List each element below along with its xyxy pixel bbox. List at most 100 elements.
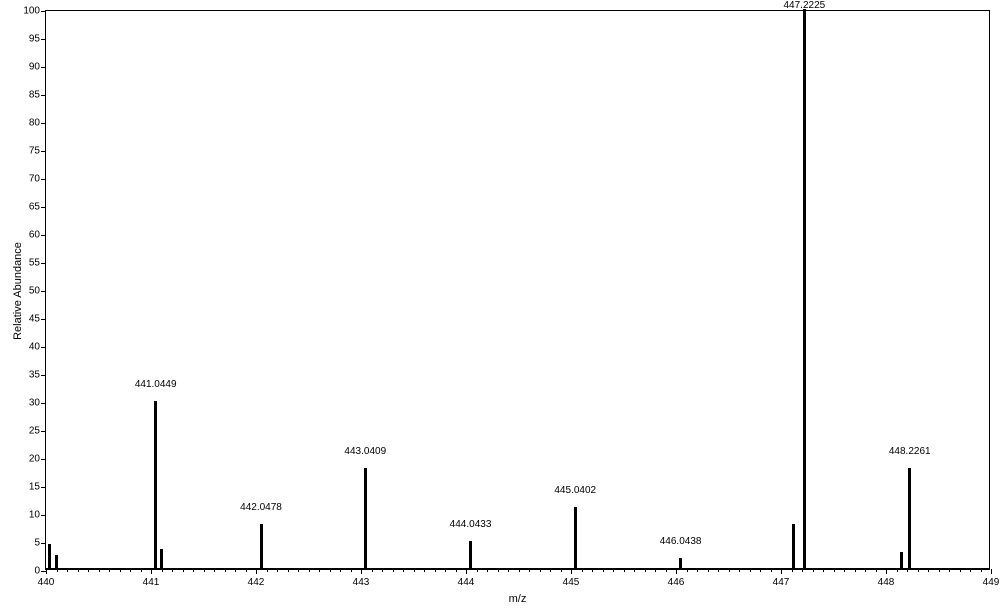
x-tick-label: 440 [38, 577, 55, 588]
x-tick [991, 569, 992, 574]
x-minor-tick [393, 569, 394, 572]
y-tick-label: 45 [29, 314, 40, 325]
x-minor-tick [88, 569, 89, 572]
x-minor-tick [697, 569, 698, 572]
x-minor-tick [67, 569, 68, 572]
x-minor-tick [340, 569, 341, 572]
x-minor-tick [834, 569, 835, 572]
x-tick-label: 445 [563, 577, 580, 588]
x-minor-tick [246, 569, 247, 572]
x-minor-tick [456, 569, 457, 572]
y-tick-label: 85 [29, 90, 40, 101]
y-tick [41, 291, 46, 292]
spectrum-peak [260, 524, 263, 569]
x-tick-label: 443 [353, 577, 370, 588]
x-minor-tick [508, 569, 509, 572]
x-tick-label: 448 [878, 577, 895, 588]
x-minor-tick [172, 569, 173, 572]
x-tick [151, 569, 152, 574]
y-tick-label: 5 [34, 538, 40, 549]
x-minor-tick [204, 569, 205, 572]
y-tick [41, 95, 46, 96]
y-tick-label: 50 [29, 286, 40, 297]
x-minor-tick [130, 569, 131, 572]
x-minor-tick [928, 569, 929, 572]
x-minor-tick [267, 569, 268, 572]
x-minor-tick [382, 569, 383, 572]
y-tick-label: 95 [29, 34, 40, 45]
y-tick-label: 90 [29, 62, 40, 73]
x-minor-tick [319, 569, 320, 572]
x-minor-tick [666, 569, 667, 572]
y-tick-label: 60 [29, 230, 40, 241]
peak-label: 446.0438 [660, 536, 702, 547]
y-tick-label: 0 [34, 566, 40, 577]
x-minor-tick [550, 569, 551, 572]
x-tick [46, 569, 47, 574]
y-tick [41, 515, 46, 516]
peak-label: 441.0449 [135, 379, 177, 390]
y-tick [41, 347, 46, 348]
spectrum-peak [364, 468, 367, 569]
x-minor-tick [645, 569, 646, 572]
x-minor-tick [561, 569, 562, 572]
x-tick-label: 442 [248, 577, 265, 588]
x-minor-tick [330, 569, 331, 572]
x-minor-tick [424, 569, 425, 572]
x-minor-tick [235, 569, 236, 572]
x-minor-tick [582, 569, 583, 572]
x-minor-tick [592, 569, 593, 572]
x-minor-tick [298, 569, 299, 572]
y-tick [41, 319, 46, 320]
x-minor-tick [435, 569, 436, 572]
x-minor-tick [970, 569, 971, 572]
x-minor-tick [414, 569, 415, 572]
y-tick-label: 75 [29, 146, 40, 157]
y-tick-label: 65 [29, 202, 40, 213]
y-tick [41, 459, 46, 460]
x-minor-tick [225, 569, 226, 572]
x-minor-tick [687, 569, 688, 572]
x-minor-tick [634, 569, 635, 572]
x-minor-tick [309, 569, 310, 572]
x-minor-tick [372, 569, 373, 572]
y-tick [41, 207, 46, 208]
x-minor-tick [865, 569, 866, 572]
y-tick [41, 403, 46, 404]
baseline [46, 568, 989, 569]
x-tick-label: 441 [143, 577, 160, 588]
x-minor-tick [739, 569, 740, 572]
x-minor-tick [771, 569, 772, 572]
y-tick-label: 80 [29, 118, 40, 129]
x-minor-tick [477, 569, 478, 572]
spectrum-peak [900, 552, 903, 569]
x-minor-tick [141, 569, 142, 572]
x-tick-label: 444 [458, 577, 475, 588]
x-minor-tick [855, 569, 856, 572]
x-minor-tick [519, 569, 520, 572]
spectrum-peak [792, 524, 795, 569]
y-tick [41, 151, 46, 152]
y-tick [41, 179, 46, 180]
x-minor-tick [603, 569, 604, 572]
y-axis-title: Relative Abundance [12, 242, 24, 340]
x-minor-tick [813, 569, 814, 572]
y-tick-label: 20 [29, 454, 40, 465]
spectrum-peak [154, 401, 157, 569]
x-axis-title: m/z [509, 593, 527, 605]
x-tick-label: 447 [773, 577, 790, 588]
x-minor-tick [949, 569, 950, 572]
x-minor-tick [802, 569, 803, 572]
y-tick-label: 10 [29, 510, 40, 521]
x-tick [361, 569, 362, 574]
y-tick [41, 235, 46, 236]
y-tick-label: 40 [29, 342, 40, 353]
peak-label: 447.2225 [784, 0, 826, 11]
peak-label: 445.0402 [554, 485, 596, 496]
x-tick-label: 446 [668, 577, 685, 588]
x-minor-tick [214, 569, 215, 572]
x-minor-tick [907, 569, 908, 572]
x-minor-tick [760, 569, 761, 572]
spectrum-peak [803, 9, 806, 569]
spectrum-peak [55, 555, 58, 569]
